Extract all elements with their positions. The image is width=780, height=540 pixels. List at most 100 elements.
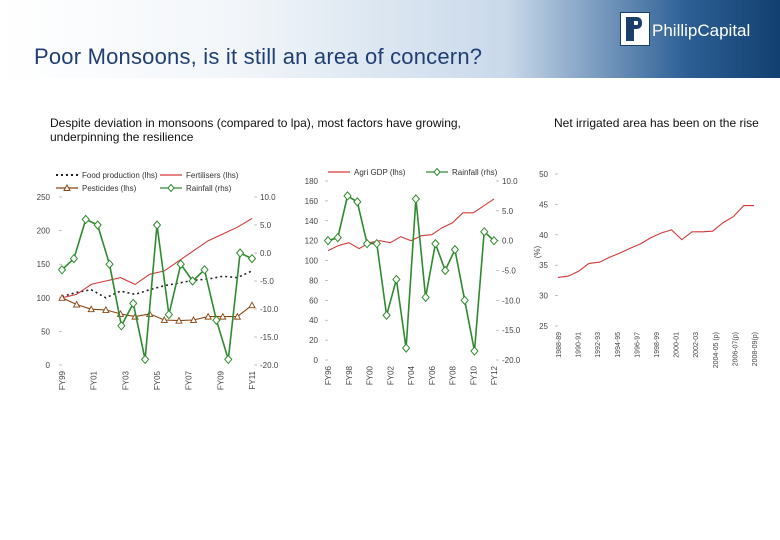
y-right-tick-label: -10.0 [502,296,521,305]
x-tick-label: FY07 [185,370,194,390]
y-left-tick-label: 80 [309,276,318,285]
right-caption: Net irrigated area has been on the rise [554,116,759,130]
x-tick-label: FY11 [248,370,257,389]
x-tick-label: FY02 [386,365,395,385]
y-right-tick-label: -20.0 [502,356,521,365]
left-caption: Despite deviation in monsoons (compared … [50,116,461,144]
y-right-tick-label: -20.0 [260,361,279,370]
pesticides-lhs-point [102,305,110,313]
rainfall-rhs-point [129,298,138,309]
y-right-tick-label: 10.0 [260,193,276,202]
rainfall-rhs-point [176,259,185,269]
pesticides-lhs-point [58,293,66,301]
x-tick-label: FY08 [449,365,458,385]
y-left-tick-label: 35 [539,261,548,270]
rainfall-rhs-point [200,265,209,275]
rainfall-rhs-point [81,214,90,225]
x-tick-label: FY06 [428,365,437,385]
x-tick-label: FY05 [153,370,162,390]
legend-label: Pesticides (lhs) [82,184,137,193]
rainfall-rhs-point [343,191,352,201]
y-left-tick-label: 50 [41,327,50,336]
legend-marker [63,183,71,191]
rainfall-rhs-point [152,220,162,230]
rainfall-rhs-point [164,309,174,320]
rainfall-rhs-point [372,238,381,249]
y-left-tick-label: 0 [314,356,319,365]
legend-marker [433,167,441,177]
y-left-tick-label: 100 [37,294,51,303]
rainfall-rhs-point [188,276,197,286]
y-left-tick-label: 160 [305,197,319,206]
legend-label: Food production (lhs) [82,171,158,180]
rainfall-rhs-point [353,197,362,207]
legend-label: Rainfall (rhs) [452,168,498,177]
x-tick-label: 2000-01 [674,332,681,358]
x-tick-label: FY00 [366,365,375,385]
x-tick-label: 2002-03 [693,332,700,358]
y-right-tick-label: -5.0 [260,277,274,286]
logo-icon [620,12,650,46]
legend-label: Rainfall (rhs) [186,184,232,193]
rainfall-rhs-point [69,253,79,264]
x-tick-label: FY96 [324,365,333,385]
rainfall-rhs-point [140,354,150,365]
rainfall-rhs-point [450,244,460,255]
rainfall-rhs-point [212,315,221,325]
rainfall-rhs-point [460,295,469,306]
rainfall-rhs-point [235,248,245,258]
rainfall-rhs-point [224,354,233,365]
y-axis-title: (%) [533,245,542,258]
agri-gdp-lhs-line [327,198,495,252]
logo-text: PhillipCapital [652,21,751,40]
rainfall-rhs-point [431,238,440,249]
y-left-tick-label: 0 [46,361,51,370]
pesticides-lhs-line [61,297,253,322]
y-right-tick-label: -5.0 [502,267,516,276]
x-tick-label: FY10 [469,365,478,385]
rainfall-rhs-point [117,321,126,331]
y-right-tick-label: -15.0 [502,326,521,335]
x-tick-label: FY99 [58,370,67,390]
rainfall-rhs-point [392,274,401,285]
x-tick-label: 2006-07(p) [732,332,739,366]
rainfall-rhs-point [480,226,489,237]
x-tick-label: 1996-97 [634,332,641,358]
pesticides-lhs-point [233,312,242,320]
rainfall-rhs-point [105,259,114,269]
rainfall-rhs-point [441,265,450,276]
rainfall-rhs-line [61,218,253,360]
y-left-tick-label: 25 [539,322,548,331]
y-left-tick-label: 100 [305,257,319,266]
y-left-tick-label: 50 [539,170,548,179]
rainfall-rhs-point [362,238,372,249]
y-right-tick-label: 5.0 [502,207,514,216]
y-left-tick-label: 30 [539,292,548,301]
x-tick-label: FY03 [121,370,130,390]
y-left-tick-label: 140 [305,217,319,226]
company-logo: PhillipCapital [618,12,770,46]
pesticides-lhs-point [87,305,95,313]
y-left-tick-label: 60 [309,296,318,305]
rainfall-rhs-point [421,292,430,303]
pesticides-lhs-point [72,300,81,308]
x-tick-label: 1994-95 [615,332,622,358]
y-left-tick-label: 250 [37,193,51,202]
page-title: Poor Monsoons, is it still an area of co… [34,44,483,69]
legend-marker [167,183,175,193]
x-tick-label: FY01 [90,370,99,390]
legend-label: Agri GDP (lhs) [354,168,406,177]
rainfall-rhs-point [489,235,499,246]
y-right-tick-label: 0.0 [260,249,272,258]
pesticides-lhs-point [189,316,198,323]
rainfall-rhs-point [333,232,342,243]
rainfall-rhs-point [93,220,102,230]
net-irrigated-area-line [557,205,754,278]
y-left-tick-label: 180 [305,177,319,186]
rainfall-rhs-point [401,343,411,353]
rainfall-rhs-point [57,265,67,275]
y-right-tick-label: 5.0 [260,221,272,230]
x-tick-label: FY09 [216,370,225,390]
rainfall-rhs-line [327,194,495,352]
